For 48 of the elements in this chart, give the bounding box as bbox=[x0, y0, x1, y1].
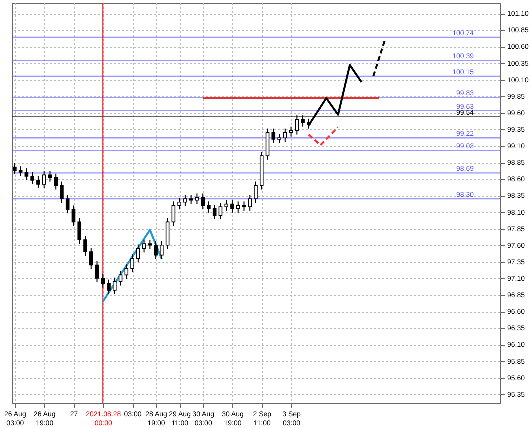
candlestick bbox=[95, 260, 100, 283]
candlestick bbox=[201, 193, 205, 210]
candlestick bbox=[30, 172, 34, 185]
candlestick bbox=[124, 264, 129, 280]
candlestick bbox=[178, 198, 182, 210]
candlestick bbox=[248, 194, 252, 212]
candlestick bbox=[36, 176, 40, 189]
candlestick bbox=[142, 240, 146, 254]
candlestick bbox=[230, 200, 234, 214]
line-series bbox=[308, 126, 340, 146]
candlestick bbox=[189, 194, 194, 205]
candlestick bbox=[254, 181, 258, 204]
candlestick bbox=[107, 279, 111, 295]
candlestick bbox=[154, 240, 158, 260]
candlestick bbox=[284, 128, 288, 143]
candlestick bbox=[101, 274, 106, 288]
candlestick bbox=[272, 128, 276, 144]
candlestick bbox=[89, 248, 94, 270]
candlestick bbox=[301, 115, 305, 128]
candlestick bbox=[13, 162, 17, 176]
candlestick bbox=[130, 254, 134, 274]
candlestick bbox=[218, 202, 223, 220]
candlestick bbox=[42, 170, 46, 189]
candlestick bbox=[60, 181, 64, 204]
candlestick bbox=[148, 240, 152, 250]
candlestick bbox=[112, 277, 117, 295]
candlestick bbox=[266, 128, 270, 160]
candlestick bbox=[295, 115, 300, 136]
candlestick bbox=[278, 134, 282, 144]
candlestick bbox=[224, 200, 228, 212]
line-series bbox=[308, 64, 363, 127]
candlestick bbox=[212, 204, 217, 220]
candlestick bbox=[72, 205, 76, 227]
candlestick bbox=[136, 244, 140, 264]
candlestick bbox=[242, 201, 246, 212]
candlestick bbox=[84, 236, 88, 256]
candlestick bbox=[184, 194, 188, 207]
candlestick bbox=[172, 201, 176, 227]
candlestick bbox=[207, 201, 211, 214]
candlestick bbox=[166, 218, 170, 250]
candlestick bbox=[78, 218, 82, 245]
candlestick bbox=[24, 168, 29, 181]
candlestick bbox=[160, 240, 164, 260]
candlestick bbox=[54, 173, 58, 190]
candlestick bbox=[236, 201, 240, 214]
candlestick bbox=[18, 166, 23, 178]
candlestick bbox=[195, 193, 200, 205]
candlestick bbox=[66, 194, 70, 214]
